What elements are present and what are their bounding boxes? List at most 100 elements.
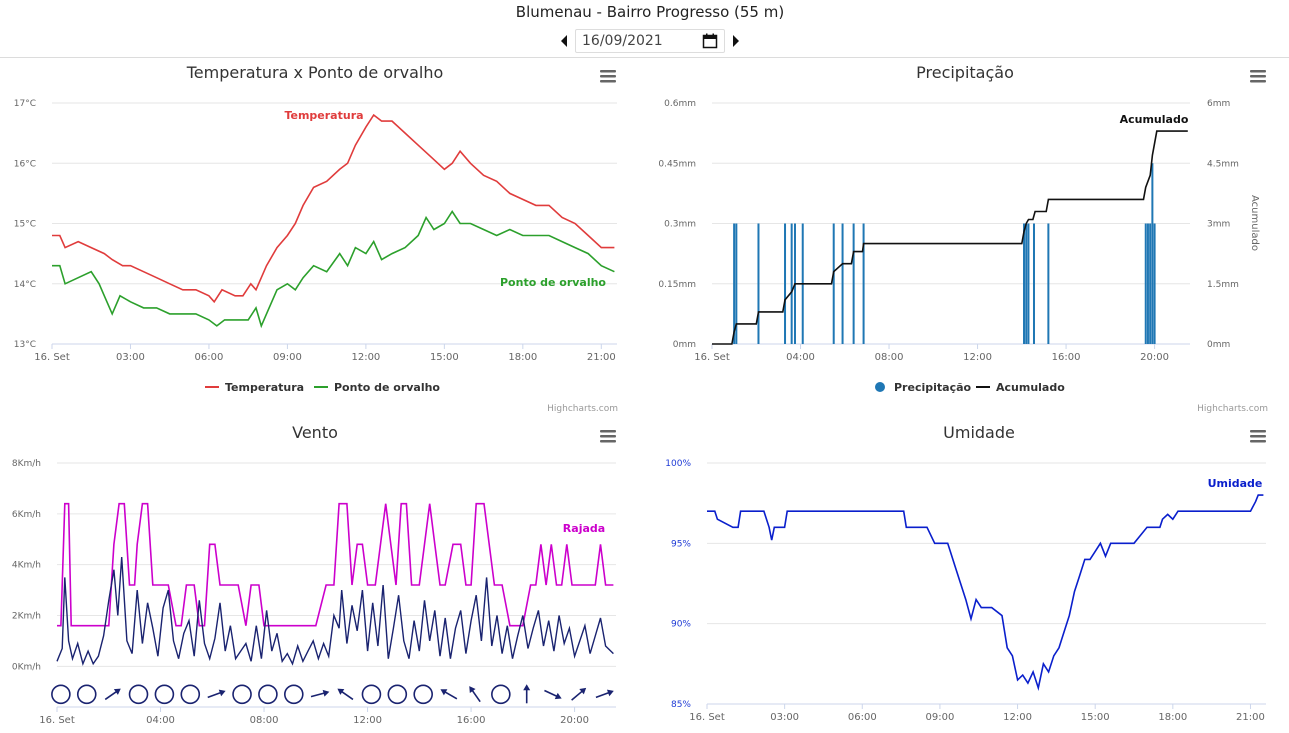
menu-line <box>600 70 616 73</box>
wind-calm-symbol <box>283 684 304 705</box>
x-tick-label: 12:00 <box>1003 712 1032 723</box>
x-tick-label: 16. Set <box>689 712 725 723</box>
x-tick-label: 21:00 <box>587 352 616 363</box>
arrow-head <box>554 692 562 700</box>
wind-direction-arrow <box>571 687 587 701</box>
calendar-icon[interactable] <box>702 33 718 49</box>
x-tick-label: 18:00 <box>1158 712 1187 723</box>
wind-calm-symbol <box>258 684 278 705</box>
page-title: Blumenau - Bairro Progresso (55 m) <box>515 3 785 21</box>
y-tick-label: 95% <box>671 539 691 549</box>
chart-title: Vento <box>292 423 338 442</box>
wind-calm-symbol <box>387 684 408 705</box>
chart-humidity: Umidade 85% 90% 95% 100% 16. Set 03:00 06:00 09:… <box>648 418 1289 733</box>
precip-bar <box>1025 223 1028 344</box>
previous-day-button[interactable] <box>558 34 570 48</box>
wind-calm-symbol <box>51 684 71 705</box>
arrow-head <box>469 686 476 694</box>
wind-direction-arrow <box>595 689 614 699</box>
chart-temperature-dewpoint: Temperatura x Ponto de orvalho 13°C 14°C 15… <box>0 58 640 416</box>
series-label-temperatura: Temperatura <box>284 109 363 122</box>
chart-title: Temperatura x Ponto de orvalho <box>186 63 444 82</box>
y2-tick-label: 6mm <box>1207 99 1230 109</box>
x-tick-label: 08:00 <box>250 715 279 726</box>
x-tick-label: 12:00 <box>351 352 380 363</box>
precip-bar <box>790 223 793 344</box>
y2-tick-label: 4.5mm <box>1207 159 1239 169</box>
x-tick-label: 12:00 <box>353 715 382 726</box>
menu-line <box>1250 440 1266 443</box>
hamburger-menu-icon[interactable] <box>600 430 616 443</box>
series-line-vento <box>56 556 614 667</box>
precip-bar <box>757 223 760 344</box>
wind-direction-arrow <box>469 686 481 703</box>
y2-tick-label: 0mm <box>1207 340 1230 350</box>
y-tick-label: 85% <box>671 700 691 710</box>
menu-line <box>1250 70 1266 73</box>
precip-bar <box>1153 223 1156 344</box>
wind-direction-arrow <box>207 689 226 699</box>
wind-calm-symbol <box>154 684 175 705</box>
series-line-temperatura <box>52 113 615 304</box>
precip-bar <box>1032 223 1035 344</box>
arrow-head <box>579 687 587 695</box>
series-label-umidade: Umidade <box>1208 477 1263 490</box>
y-tick-label: 0Km/h <box>12 662 41 672</box>
arrow-head <box>337 688 345 695</box>
legend-item[interactable]: Temperatura <box>205 381 304 394</box>
date-input[interactable]: 16/09/2021 <box>575 29 725 53</box>
hamburger-menu-icon[interactable] <box>1250 430 1266 443</box>
date-navigation: 16/09/2021 <box>0 28 1289 54</box>
y-tick-label: 2Km/h <box>12 612 41 622</box>
y-tick-label: 8Km/h <box>12 459 41 469</box>
arrow-head <box>218 689 226 697</box>
x-tick-label: 09:00 <box>926 712 955 723</box>
wind-direction-arrow <box>104 688 121 701</box>
arrow-head <box>523 684 531 691</box>
chart-title: Umidade <box>943 423 1015 442</box>
x-tick-label: 20:00 <box>1140 352 1169 363</box>
legend-item[interactable]: Precipitação <box>875 381 972 394</box>
x-tick-label: 15:00 <box>1081 712 1110 723</box>
wind-direction-arrow <box>337 688 354 701</box>
precip-bar <box>1047 223 1050 344</box>
precip-bar <box>735 223 738 344</box>
x-tick-label: 16. Set <box>34 352 70 363</box>
legend-label: Ponto de orvalho <box>334 381 440 394</box>
caret-right-icon <box>733 35 739 47</box>
menu-line <box>600 430 616 433</box>
precip-bar <box>1023 223 1026 344</box>
hamburger-menu-icon[interactable] <box>1250 70 1266 83</box>
arrow-head <box>440 689 448 696</box>
wind-direction-arrow <box>440 689 458 700</box>
precip-bar <box>1144 223 1147 344</box>
y-tick-label: 0mm <box>673 340 696 350</box>
x-tick-label: 16. Set <box>694 352 730 363</box>
precip-bar <box>733 223 736 344</box>
legend-item[interactable]: Acumulado <box>976 381 1065 394</box>
y-tick-label: 17°C <box>14 99 36 109</box>
y-tick-label: 6Km/h <box>12 510 41 520</box>
next-day-button[interactable] <box>730 34 742 48</box>
highcharts-credits: Highcharts.com <box>1197 404 1268 414</box>
arrow-head <box>322 689 330 697</box>
chart-title: Precipitação <box>916 63 1014 82</box>
arrow-head <box>606 689 614 697</box>
menu-line <box>600 75 616 78</box>
precip-bar <box>1149 223 1152 344</box>
date-value: 16/09/2021 <box>582 33 663 49</box>
x-tick-label: 08:00 <box>875 352 904 363</box>
precip-bar <box>862 223 865 344</box>
wind-direction-arrow <box>310 689 330 698</box>
menu-line <box>1250 75 1266 78</box>
x-tick-label: 16:00 <box>1052 352 1081 363</box>
precip-bar <box>841 223 844 344</box>
hamburger-menu-icon[interactable] <box>600 70 616 83</box>
series-label-rajada: Rajada <box>563 522 605 535</box>
x-tick-label: 12:00 <box>963 352 992 363</box>
precip-bar <box>1151 163 1154 344</box>
legend-item[interactable]: Ponto de orvalho <box>314 381 440 394</box>
series-line-umidade <box>707 494 1264 691</box>
x-tick-label: 04:00 <box>146 715 175 726</box>
x-tick-label: 16:00 <box>457 715 486 726</box>
